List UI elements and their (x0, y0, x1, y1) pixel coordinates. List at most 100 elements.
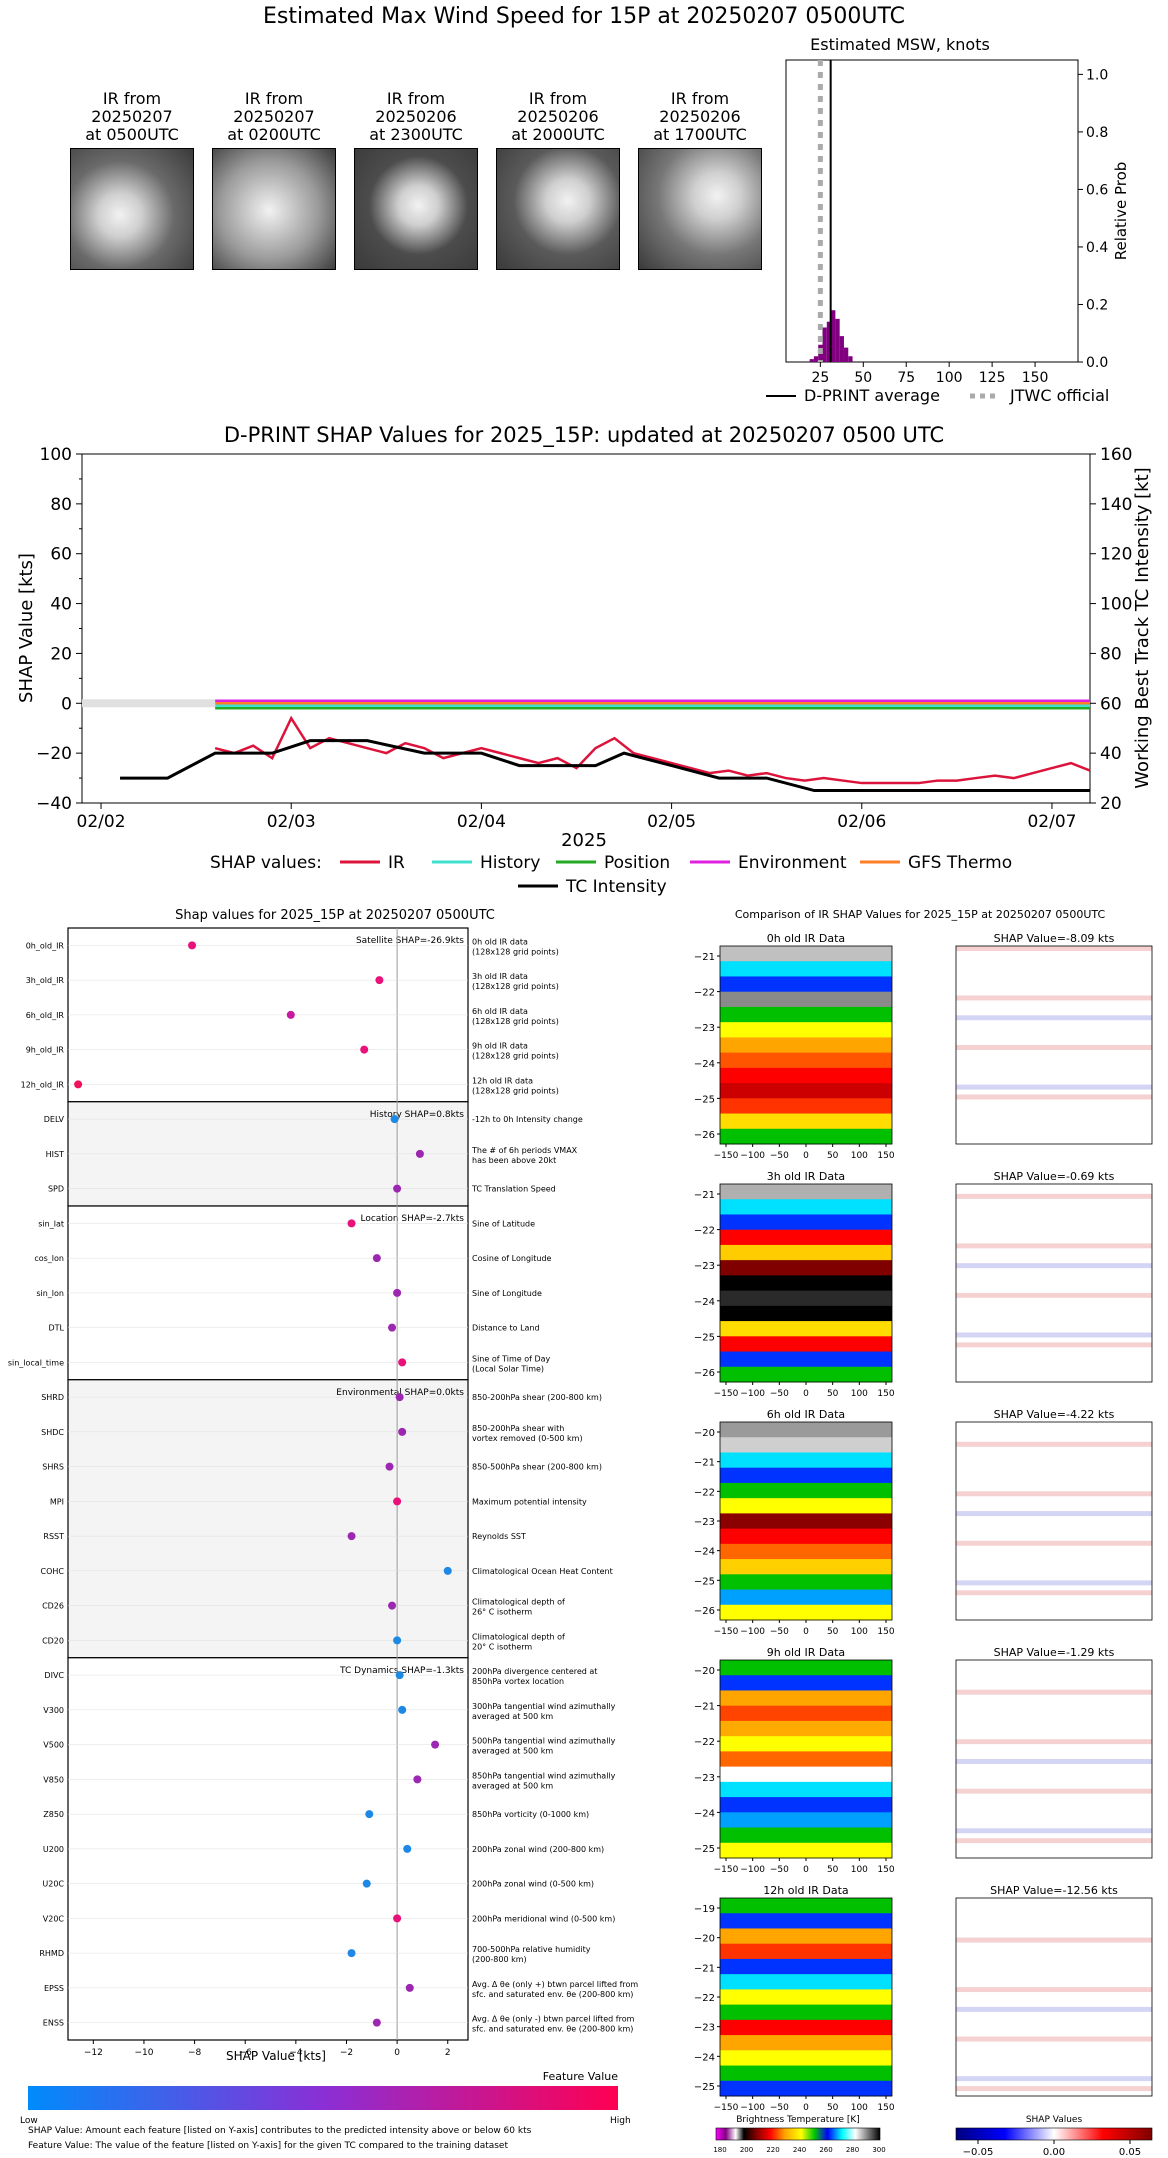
feature-desc: vortex removed (0-500 km) (472, 1434, 583, 1443)
ir-xtick-label: −100 (740, 1865, 765, 1875)
feature-shap-dot (413, 1775, 422, 1784)
ir-thumb-label: IR from 20250206 at 2000UTC (496, 90, 620, 144)
feature-shap-dot (393, 1497, 402, 1506)
feature-desc: averaged at 500 km (472, 1747, 553, 1756)
ir-xtick-label: 0 (803, 1389, 809, 1399)
ir-thumb-label-line: IR from (102, 89, 162, 108)
ir-band (720, 1305, 892, 1322)
feature-name: ENSS (43, 2019, 64, 2028)
bt-tick-label: 180 (713, 2146, 726, 2154)
feature-shap-dot (347, 1219, 356, 1228)
shap-panel-frame (955, 1897, 1153, 2097)
ir-band (720, 1260, 892, 1276)
ir-xtick-label: −100 (740, 1627, 765, 1637)
ts-ytick-right-label: 60 (1100, 694, 1122, 714)
feature-name: cos_lon (34, 1254, 64, 1263)
shap-band (956, 1263, 1152, 1269)
feature-name: V500 (43, 1741, 64, 1750)
feature-desc: has been above 20kt (472, 1156, 556, 1165)
ir-xtick-label: −150 (714, 1627, 739, 1637)
ir-xtick-label: 150 (877, 1865, 894, 1875)
ir-satellite-image (638, 148, 762, 270)
feature-name: HIST (46, 1150, 64, 1159)
feature-group-label: Satellite SHAP=-26.9kts (356, 936, 464, 946)
ir-band (720, 1660, 892, 1676)
bee-xtick-label: −8 (188, 2048, 202, 2058)
ir-thumb-label-line: 20250207 (91, 107, 173, 126)
ir-thumb-label-line: 20250206 (659, 107, 741, 126)
feature-shap-dot (398, 1705, 407, 1714)
feature-shap-dot (388, 1601, 397, 1610)
bt-colorbar-title: Brightness Temperature [K] (736, 2115, 860, 2125)
ts-legend-label-intensity: TC Intensity (565, 877, 667, 897)
ir-xtick-label: −100 (740, 1389, 765, 1399)
ts-legend-label: IR (388, 853, 405, 873)
ir-band (720, 1199, 892, 1215)
zero-band (82, 699, 216, 708)
feature-desc: Reynolds SST (472, 1532, 526, 1541)
ir-band (720, 1482, 892, 1499)
ts-legend-label: History (480, 853, 540, 873)
feature-desc: (200-800 km) (472, 1955, 527, 1964)
shap-band (956, 1084, 1152, 1090)
shap-panel-bg (956, 1898, 1152, 2096)
feature-desc: -12h to 0h Intensity change (472, 1115, 583, 1124)
ir-xtick-label: −150 (714, 1389, 739, 1399)
feature-group-label: Location SHAP=-2.7kts (360, 1214, 464, 1224)
feature-shap-dot (393, 1914, 402, 1923)
bt-tick-label: 220 (766, 2146, 779, 2154)
shap-band (956, 1580, 1152, 1586)
feature-desc: averaged at 500 km (472, 1712, 553, 1721)
ir-xtick-label: −50 (770, 1151, 789, 1161)
ir-xtick-label: 50 (827, 1151, 839, 1161)
ir-band (720, 1690, 892, 1707)
feature-shap-dot (385, 1462, 394, 1471)
ir-panel-label: 3h old IR Data (767, 1170, 845, 1183)
feature-name: SHDC (41, 1428, 64, 1437)
feature-shap-dot (393, 1288, 402, 1297)
ir-xtick-label: 0 (803, 1151, 809, 1161)
ir-xtick-label: −150 (714, 1865, 739, 1875)
shap-ts-ylabel-right: Working Best Track TC Intensity [kt] (1132, 467, 1153, 788)
msw-bar (831, 310, 836, 362)
ir-ytick-label: −24 (694, 1808, 715, 1819)
ir-xtick-label: 0 (803, 1865, 809, 1875)
feature-shap-dot (393, 1636, 402, 1645)
ts-ytick-left-label: 40 (50, 595, 72, 615)
feature-shap-dot (393, 1184, 402, 1193)
ts-ytick-right-label: 160 (1100, 445, 1132, 465)
msw-xtick-label: 100 (936, 370, 963, 386)
ir-thumb-label-line: at 0200UTC (227, 125, 321, 144)
feature-name: SPD (48, 1185, 64, 1194)
ir-xtick-label: 100 (851, 1151, 868, 1161)
bee-xtick-label: 2 (445, 2048, 451, 2058)
shap-panel-bg (956, 1422, 1152, 1620)
footnote-2: Feature Value: The value of the feature … (28, 2141, 508, 2151)
msw-ytick-label: 0.4 (1086, 240, 1108, 256)
shap-cb-tick-label: 0.00 (1043, 2147, 1065, 2158)
ts-ytick-left-label: −20 (36, 744, 72, 764)
feature-shap-dot (398, 1427, 407, 1436)
ir-panel-label: 9h old IR Data (767, 1646, 845, 1659)
ir-ytick-label: −23 (694, 1023, 715, 1034)
shap-cb-tick-label: 0.05 (1119, 2147, 1141, 2158)
ts-xtick-label: 02/04 (457, 812, 506, 832)
feature-desc: Climatological depth of (472, 1598, 565, 1607)
feature-name: 3h_old_IR (26, 976, 65, 985)
ir-xtick-label: 50 (827, 2103, 839, 2113)
ir-band (720, 1321, 892, 1337)
feature-desc: 850-500hPa shear (200-800 km) (472, 1463, 602, 1472)
shap-band (956, 2086, 1152, 2092)
feature-shap-dot (431, 1740, 440, 1749)
ts-ytick-right-label: 100 (1100, 595, 1132, 615)
feature-name: SHRS (42, 1463, 64, 1472)
feature-desc: (Local Solar Time) (472, 1364, 544, 1373)
feature-desc: 850hPa vorticity (0-1000 km) (472, 1810, 589, 1819)
ir-thumb-label: IR from 20250206 at 2300UTC (354, 90, 478, 144)
ir-band (720, 1842, 892, 1859)
shap-panel-label: SHAP Value=-1.29 kts (994, 1646, 1115, 1659)
feature-group-label: History SHAP=0.8kts (370, 1110, 465, 1120)
shap-band (956, 1332, 1152, 1338)
ir-thumb-label-line: 20250207 (233, 107, 315, 126)
ir-band (720, 1006, 892, 1023)
